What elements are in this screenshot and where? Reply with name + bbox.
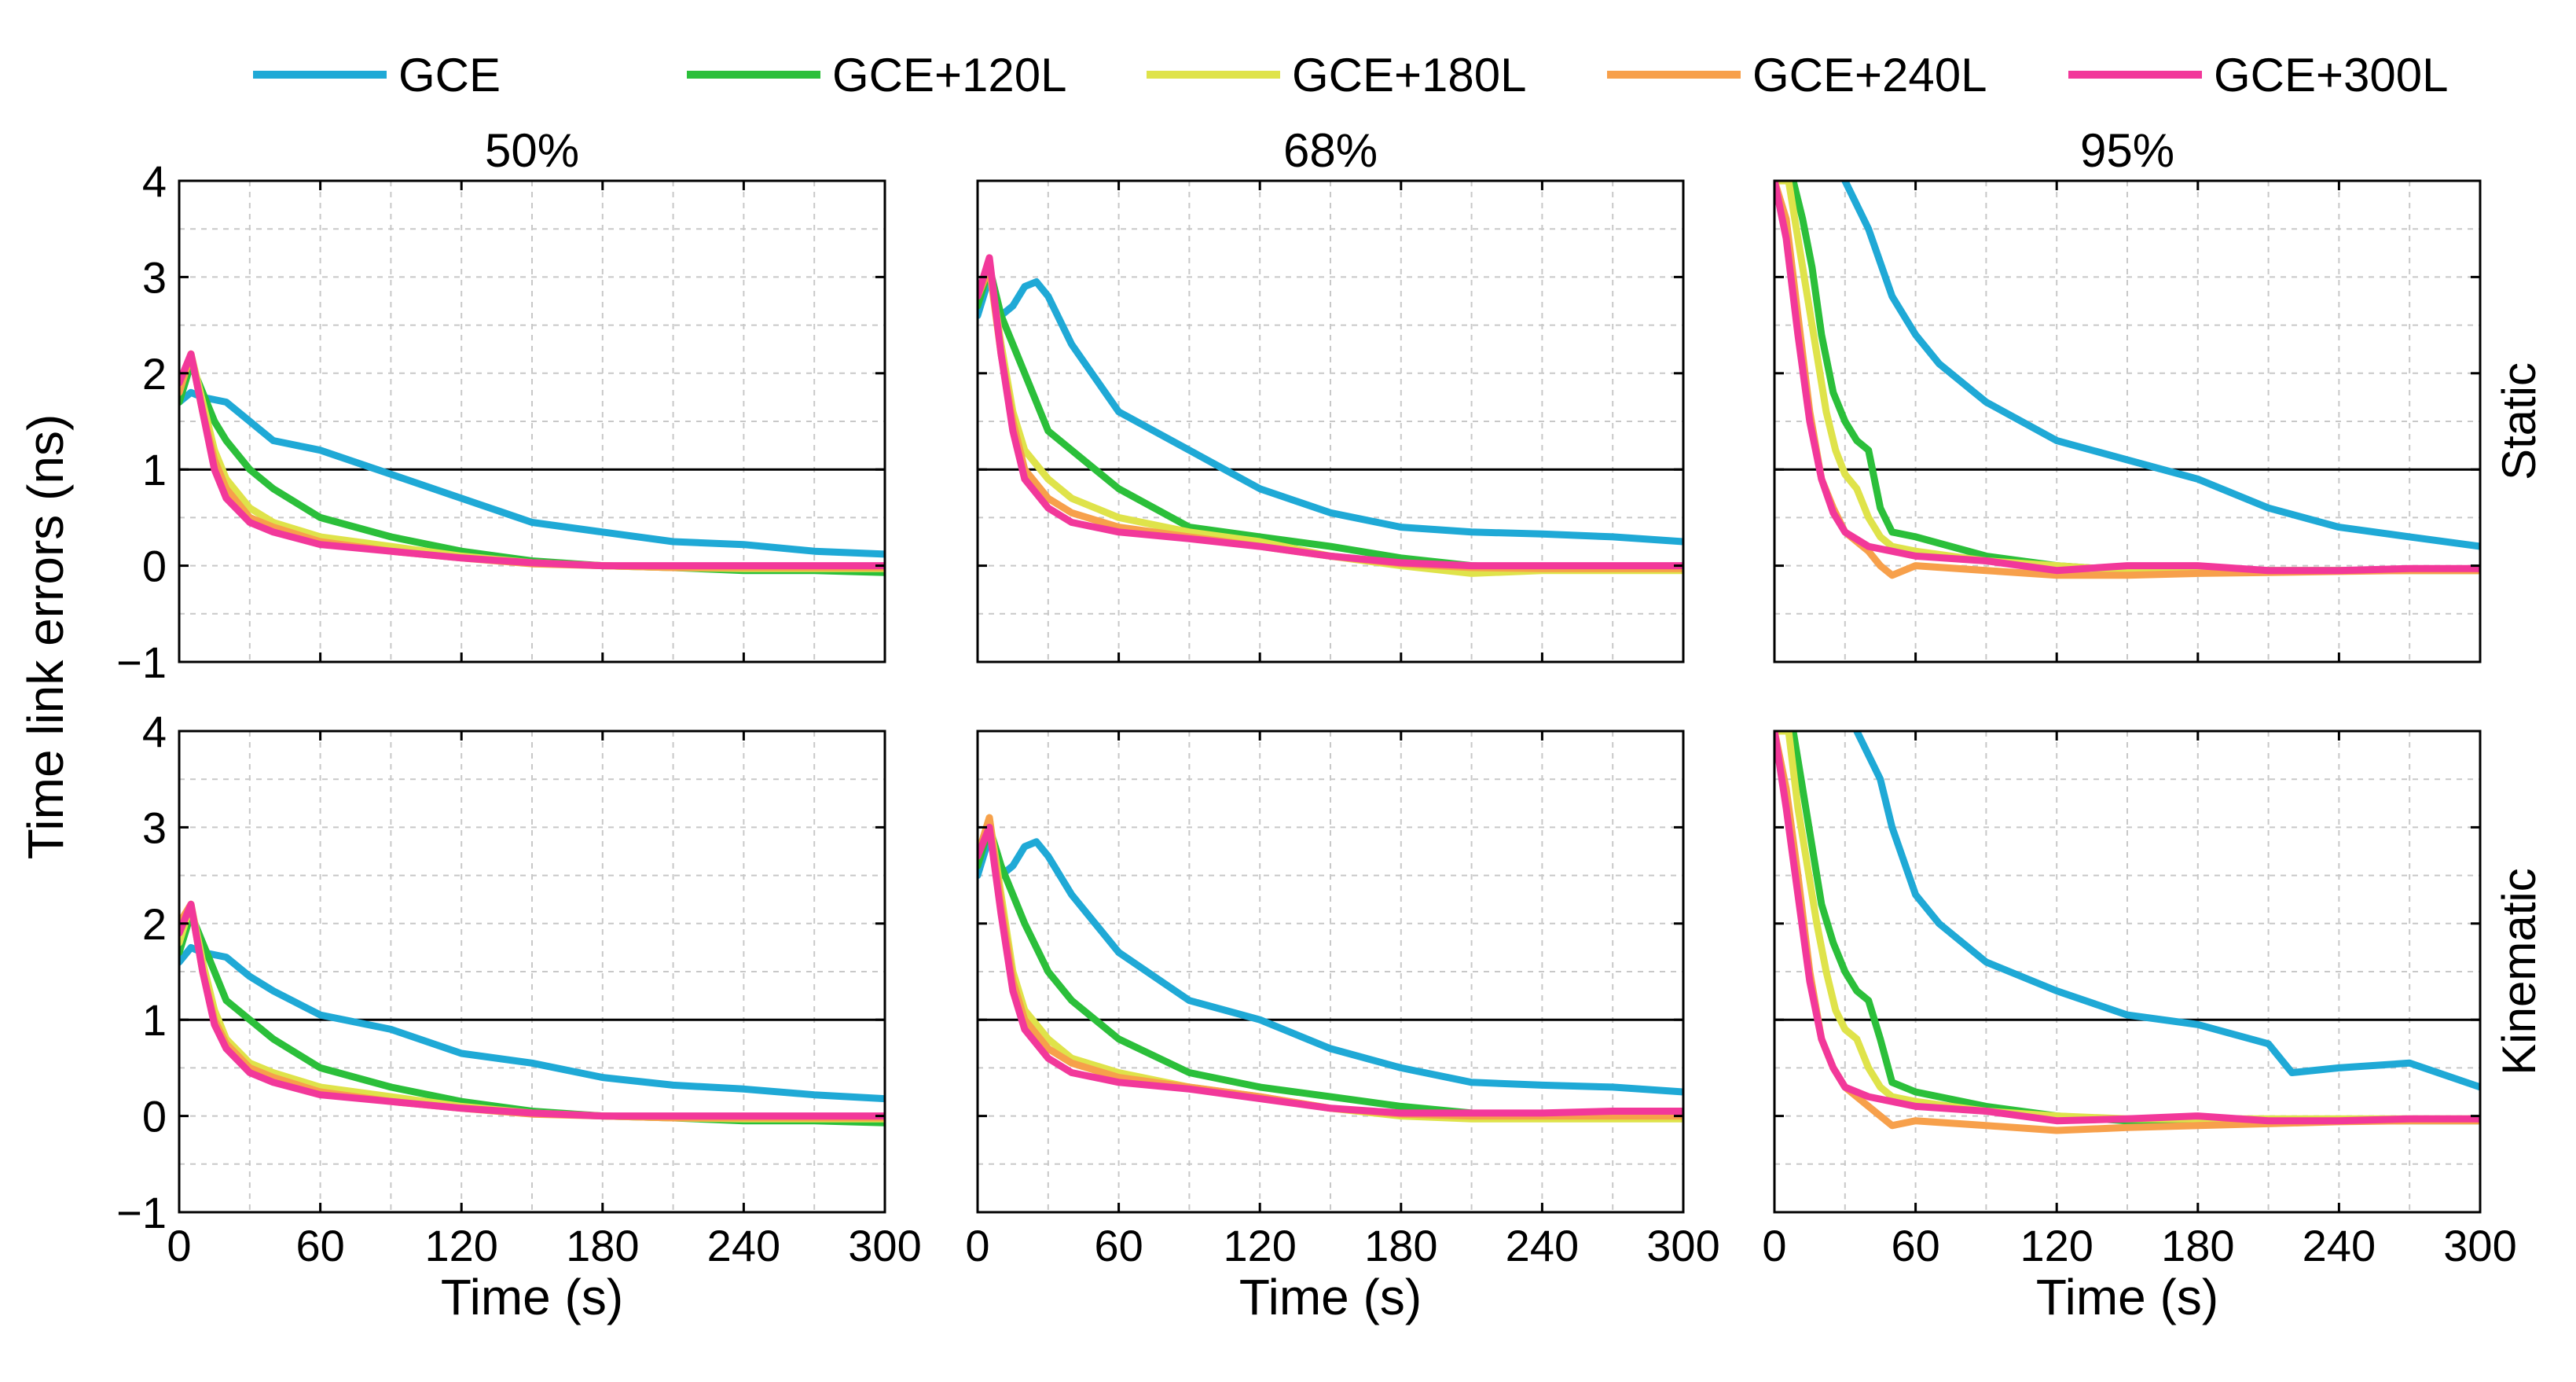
y-tick-label: 1: [142, 995, 167, 1045]
x-axis-label: Time (s): [2036, 1269, 2218, 1325]
y-tick-label: 0: [142, 1092, 167, 1141]
series-line-gce-300l: [978, 823, 1683, 1117]
x-tick-label: 240: [1506, 1221, 1579, 1270]
grid: [179, 181, 885, 662]
grid: [978, 181, 1683, 662]
row-label: Static: [2493, 362, 2545, 480]
panel-static-1: 68%: [976, 124, 1685, 663]
panel-frame: [178, 179, 886, 663]
legend-item-gce: GCE: [253, 49, 501, 101]
series-line-gce: [1853, 731, 2480, 1091]
series-group: [978, 254, 1683, 577]
x-tick-label: 180: [2161, 1221, 2234, 1270]
series-line-gce-300l: [179, 900, 885, 1120]
y-tick-label: 3: [142, 252, 167, 302]
panel-frame: [178, 730, 886, 1214]
row-label: Kinematic: [2493, 868, 2545, 1075]
panel-static-2: 95% Static: [1773, 124, 2545, 663]
x-tick-label: 300: [1646, 1221, 1719, 1270]
series-line-gce: [978, 833, 1683, 1096]
legend-item-gce-240l: GCE+240L: [1607, 49, 1987, 101]
y-axis-label: Time link errors (ns): [17, 414, 74, 860]
panel-frame: [1773, 179, 2482, 663]
y-tick-label: 4: [142, 707, 167, 756]
series-line-gce: [978, 273, 1683, 546]
series-line-gce: [179, 388, 885, 558]
x-tick-label: 0: [1762, 1221, 1786, 1270]
panel-frame: [976, 730, 1685, 1214]
series-group: [1774, 181, 2480, 579]
x-tick-label: 120: [424, 1221, 497, 1270]
column-title: 50%: [485, 124, 579, 177]
x-tick-label: 120: [1223, 1221, 1296, 1270]
panel-kinematic-2: 0 60 120 180 240 300 Time (s) Kinematic: [1762, 730, 2545, 1325]
x-tick-label: 180: [1364, 1221, 1437, 1270]
legend-label: GCE+180L: [1292, 49, 1527, 101]
grid: [179, 731, 885, 1212]
x-tick-label: 60: [295, 1221, 344, 1270]
legend-item-gce-120l: GCE+120L: [687, 49, 1067, 101]
panel-static-0: −1 0 1 2 3 4 50%: [116, 124, 886, 687]
x-tick-label: 180: [566, 1221, 639, 1270]
legend-item-gce-180l: GCE+180L: [1147, 49, 1527, 101]
legend-label: GCE: [398, 49, 501, 101]
x-tick-label: 240: [707, 1221, 780, 1270]
legend-label: GCE+240L: [1752, 49, 1987, 101]
y-tick-label: 4: [142, 156, 167, 206]
y-tick-label: 3: [142, 803, 167, 852]
panel-frame: [1773, 730, 2482, 1214]
y-tick-label: 0: [142, 542, 167, 591]
x-tick-label: 60: [1891, 1221, 1939, 1270]
x-tick-label: 120: [2020, 1221, 2093, 1270]
x-tick-label: 60: [1094, 1221, 1143, 1270]
y-tick-label: 2: [142, 349, 167, 399]
y-tick-label: 1: [142, 445, 167, 494]
x-tick-label: 300: [848, 1221, 921, 1270]
grid: [978, 731, 1683, 1212]
x-tick-label: 240: [2303, 1221, 2376, 1270]
series-line-gce-300l: [1774, 181, 2480, 575]
series-group: [1774, 731, 2480, 1134]
x-axis-label: Time (s): [1239, 1269, 1422, 1325]
x-axis-label: Time (s): [441, 1269, 623, 1325]
y-tick-label: 2: [142, 899, 167, 949]
x-tick-label: 300: [2443, 1221, 2516, 1270]
column-title: 95%: [2080, 124, 2174, 177]
panel-frame: [976, 179, 1685, 663]
series-line-gce-300l: [978, 254, 1683, 570]
series-group: [179, 900, 885, 1127]
series-line-gce-300l: [179, 350, 885, 570]
series-group: [179, 350, 885, 576]
y-tick-label: −1: [116, 1188, 167, 1237]
legend-item-gce-300l: GCE+300L: [2068, 49, 2449, 101]
legend-label: GCE+120L: [832, 49, 1067, 101]
legend-label: GCE+300L: [2214, 49, 2449, 101]
x-tick-label: 0: [965, 1221, 989, 1270]
series-group: [978, 814, 1683, 1123]
column-title: 68%: [1283, 124, 1378, 177]
series-line-gce: [1841, 181, 2480, 550]
x-tick-label: 0: [167, 1221, 191, 1270]
grid: [1774, 181, 2480, 662]
series-line-gce-300l: [1774, 731, 2480, 1125]
panel-kinematic-1: 0 60 120 180 240 300 Time (s): [965, 730, 1720, 1325]
y-tick-label: −1: [116, 638, 167, 687]
grid: [1774, 731, 2480, 1212]
